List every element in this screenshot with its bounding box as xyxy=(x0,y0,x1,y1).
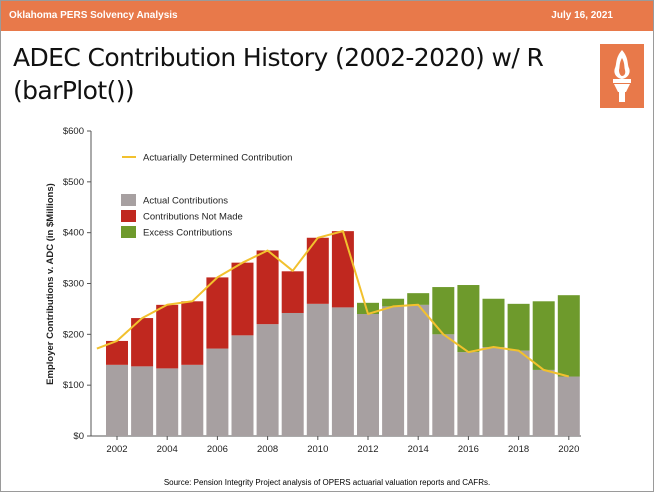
x-tick-label: 2002 xyxy=(106,444,127,455)
bar-excess-2012 xyxy=(357,302,379,314)
bar-excess-2020 xyxy=(557,295,580,377)
legend-label-excess: Excess Contributions xyxy=(143,228,232,239)
bar-not-made-2008 xyxy=(256,250,279,325)
x-tick-label: 2014 xyxy=(408,444,429,455)
bar-not-made-2006 xyxy=(206,277,229,349)
bar-actual-2017 xyxy=(482,347,505,436)
bar-not-made-2003 xyxy=(131,318,154,367)
bar-excess-2015 xyxy=(432,287,455,335)
bar-excess-2013 xyxy=(382,298,405,307)
header-date: July 16, 2021 xyxy=(551,10,613,21)
source-note: Source: Pension Integrity Project analys… xyxy=(163,478,491,487)
x-tick-label: 2016 xyxy=(458,444,479,455)
adc-line xyxy=(96,230,570,378)
bar-actual-2013 xyxy=(382,306,405,436)
x-tick-label: 2006 xyxy=(207,444,228,455)
bar-actual-2003 xyxy=(131,366,154,436)
bar-actual-2007 xyxy=(231,335,254,436)
torch-icon xyxy=(600,44,644,108)
y-tick-label: $0 xyxy=(73,431,84,442)
bar-actual-2008 xyxy=(256,324,279,436)
x-tick-label: 2020 xyxy=(558,444,579,455)
bar-actual-2016 xyxy=(457,352,480,436)
bar-excess-2017 xyxy=(482,298,505,348)
x-tick-label: 2010 xyxy=(307,444,328,455)
bar-not-made-2004 xyxy=(156,304,179,369)
bar-not-made-2005 xyxy=(181,301,204,365)
bar-actual-2012 xyxy=(357,314,379,436)
bar-actual-2006 xyxy=(206,348,229,436)
y-axis-title: Employer Contributions v. ADC (in $Milli… xyxy=(45,183,56,385)
legend-swatch-actual xyxy=(121,194,136,206)
bar-excess-2019 xyxy=(532,301,555,370)
bar-excess-2014 xyxy=(407,293,430,305)
slide-title: ADEC Contribution History (2002-2020) w/… xyxy=(13,43,544,105)
y-tick-label: $200 xyxy=(63,329,84,340)
bar-actual-2011 xyxy=(331,307,354,436)
contribution-chart: Employer Contributions v. ADC (in $Milli… xyxy=(45,126,581,455)
bar-actual-2015 xyxy=(432,334,455,436)
bar-not-made-2007 xyxy=(231,262,254,336)
bar-not-made-2010 xyxy=(306,237,329,304)
bar-actual-2002 xyxy=(106,364,128,436)
legend-label-actual: Actual Contributions xyxy=(143,196,228,207)
x-tick-label: 2004 xyxy=(157,444,178,455)
legend-swatch-not-made xyxy=(121,210,136,222)
bar-actual-2009 xyxy=(281,312,304,436)
legend-swatch-excess xyxy=(121,226,136,238)
bar-actual-2014 xyxy=(407,304,430,436)
bar-actual-2019 xyxy=(532,369,555,436)
bar-actual-2004 xyxy=(156,368,179,436)
x-tick-label: 2012 xyxy=(357,444,378,455)
bar-not-made-2009 xyxy=(281,271,304,313)
y-tick-label: $400 xyxy=(63,228,84,239)
header-bar: Oklahoma PERS Solvency Analysis July 16,… xyxy=(1,1,653,31)
bar-actual-2005 xyxy=(181,364,204,436)
legend-label-adc: Actuarially Determined Contribution xyxy=(143,153,292,164)
bar-excess-2016 xyxy=(457,285,480,353)
y-tick-label: $600 xyxy=(63,126,84,137)
header-title: Oklahoma PERS Solvency Analysis xyxy=(9,10,178,21)
bar-actual-2020 xyxy=(557,376,580,436)
y-tick-label: $100 xyxy=(63,380,84,391)
y-tick-label: $300 xyxy=(63,279,84,290)
y-tick-label: $500 xyxy=(63,177,84,188)
bar-actual-2018 xyxy=(507,350,530,436)
bar-actual-2010 xyxy=(306,303,329,436)
x-tick-label: 2008 xyxy=(257,444,278,455)
x-tick-label: 2018 xyxy=(508,444,529,455)
legend-label-not-made: Contributions Not Made xyxy=(143,212,243,223)
bar-not-made-2011 xyxy=(331,231,354,308)
bar-not-made-2002 xyxy=(106,340,128,365)
bar-excess-2018 xyxy=(507,303,530,351)
